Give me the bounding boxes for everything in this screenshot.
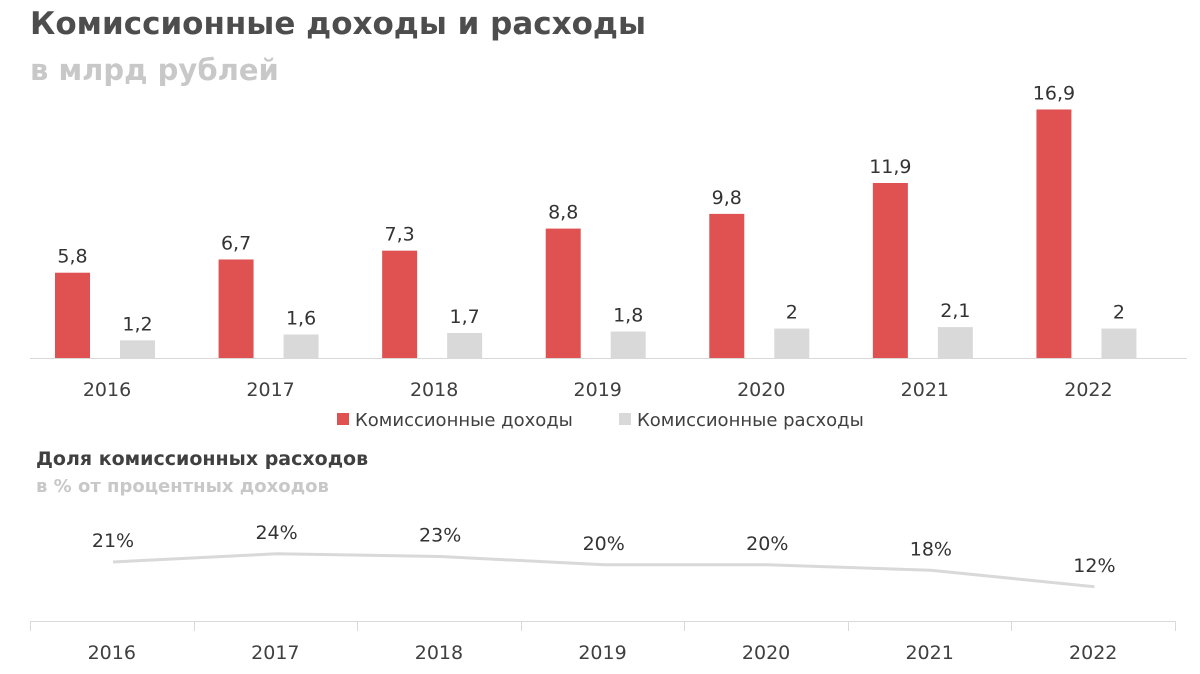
data-label-income-2022: 16,9 [1033, 82, 1075, 104]
bar-income-2021 [872, 183, 908, 358]
legend-swatch-income [337, 413, 349, 425]
x-tick-label-2017: 2017 [246, 379, 294, 401]
data-label-expense-2017: 1,6 [286, 307, 316, 329]
line-data-label-2019: 20% [583, 533, 625, 555]
x-tick-label-2018: 2018 [410, 379, 458, 401]
bar-expense-2019 [610, 331, 646, 358]
data-label-expense-2019: 1,8 [613, 305, 643, 327]
bar-expense-2020 [774, 328, 810, 358]
legend-label-expense: Комиссионные расходы [637, 410, 864, 431]
legend-swatch-expense [619, 413, 631, 425]
x-tick-label-2019: 2019 [574, 379, 622, 401]
bar-income-2022 [1036, 109, 1072, 359]
line-data-label-2022: 12% [1073, 555, 1115, 577]
legend-label-income: Комиссионные доходы [355, 410, 573, 431]
bar-income-2018 [382, 250, 418, 358]
bar-chart: 5,8 1,2 2016 6,7 1,6 2017 7,3 1,7 2018 8,8 1,8 2019… [30, 82, 1187, 431]
bar-expense-2017 [283, 334, 319, 358]
bar-expense-2022 [1101, 328, 1137, 358]
line-chart-subtitle: в % от процентных доходов [36, 476, 329, 497]
line-data-label-2016: 21% [92, 530, 134, 552]
data-label-expense-2016: 1,2 [122, 313, 152, 335]
line-x-tick-label-2016: 2016 [88, 642, 136, 664]
data-label-expense-2018: 1,7 [450, 306, 480, 328]
line-data-label-2020: 20% [746, 533, 788, 555]
data-label-expense-2021: 2,1 [940, 300, 970, 322]
data-label-income-2020: 9,8 [712, 187, 742, 209]
data-label-income-2016: 5,8 [57, 246, 87, 268]
data-label-income-2017: 6,7 [221, 232, 251, 254]
data-label-expense-2022: 2 [1113, 302, 1125, 324]
line-data-label-2017: 24% [255, 522, 297, 544]
data-label-income-2019: 8,8 [548, 202, 578, 224]
bar-income-2020 [709, 213, 745, 358]
line-chart-title: Доля комиссионных расходов [36, 448, 369, 470]
bar-expense-2016 [120, 340, 155, 358]
line-data-label-2021: 18% [910, 538, 952, 560]
bar-income-2019 [545, 228, 581, 358]
x-tick-label-2016: 2016 [83, 379, 131, 401]
data-label-income-2021: 11,9 [869, 156, 911, 178]
chart-subtitle: в млрд рублей [30, 53, 279, 87]
x-tick-label-2020: 2020 [737, 379, 785, 401]
line-x-tick-label-2022: 2022 [1069, 642, 1117, 664]
data-label-expense-2020: 2 [786, 302, 798, 324]
line-data-label-2018: 23% [419, 525, 461, 547]
x-tick-label-2021: 2021 [901, 379, 949, 401]
chart-title: Комиссионные доходы и расходы [30, 6, 647, 42]
bar-expense-2021 [937, 327, 973, 358]
share-line [112, 552, 1095, 589]
line-x-tick-label-2019: 2019 [578, 642, 626, 664]
line-x-tick-label-2018: 2018 [415, 642, 463, 664]
bar-income-2017 [218, 259, 254, 358]
data-label-income-2018: 7,3 [385, 224, 415, 246]
line-x-tick-label-2017: 2017 [251, 642, 299, 664]
bar-expense-2018 [447, 333, 483, 358]
bar-income-2016 [55, 272, 90, 358]
x-tick-label-2022: 2022 [1064, 379, 1112, 401]
line-x-tick-label-2020: 2020 [742, 642, 790, 664]
line-x-tick-label-2021: 2021 [905, 642, 953, 664]
